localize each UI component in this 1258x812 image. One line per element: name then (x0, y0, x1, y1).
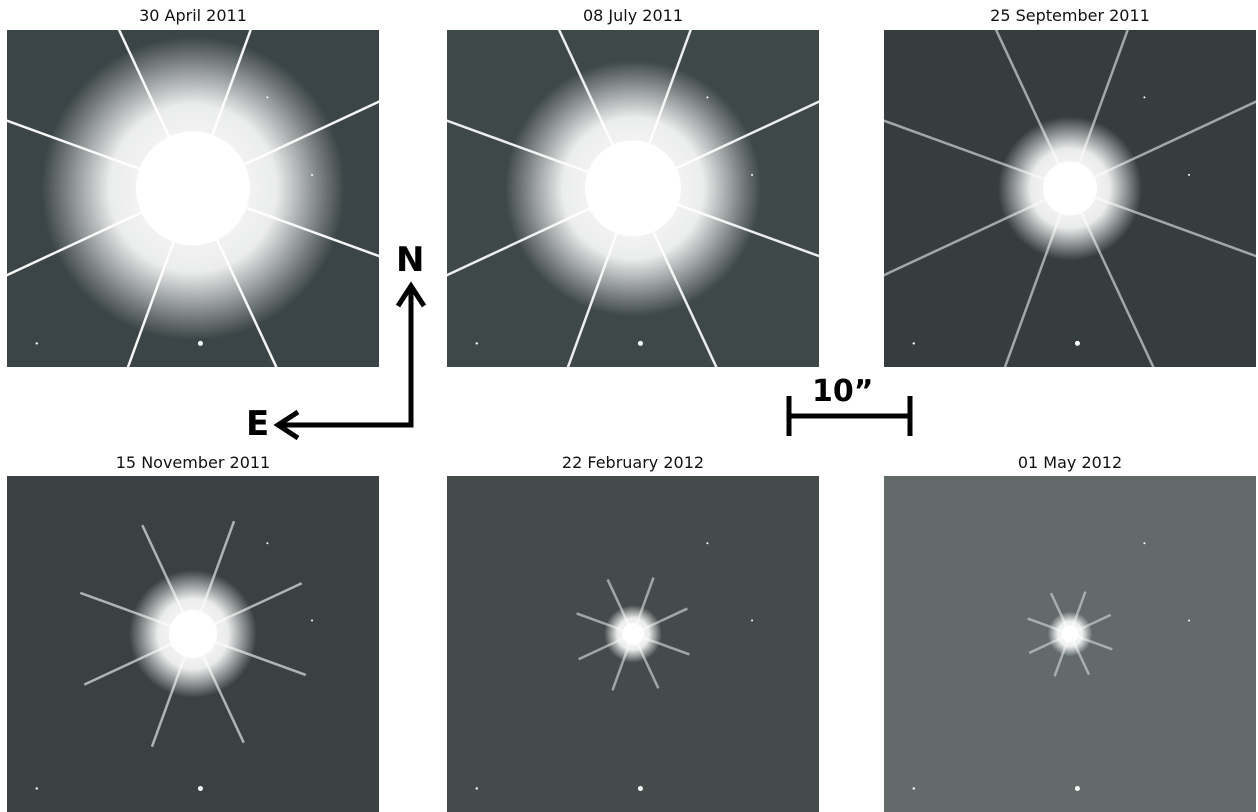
star-image (447, 30, 819, 367)
scale-bar-label: 10” (812, 374, 874, 409)
field-star (912, 342, 915, 345)
star-image-panel (447, 476, 819, 812)
field-star (475, 342, 478, 345)
compass-arrow-icon (273, 281, 427, 441)
star-image-panel (884, 30, 1256, 367)
star-core (1043, 161, 1097, 216)
field-star (475, 787, 478, 790)
field-star (751, 173, 754, 176)
star-image-panel (884, 476, 1256, 812)
field-star (706, 96, 709, 99)
star-core (1061, 625, 1079, 643)
star-image (884, 30, 1256, 367)
panel-date-label: 25 September 2011 (990, 6, 1150, 25)
field-star (637, 340, 643, 346)
star-core (136, 131, 250, 246)
field-star (197, 785, 203, 791)
panel-date-label: 08 July 2011 (582, 6, 684, 25)
field-star (751, 619, 754, 622)
panel-date-label: 01 May 2012 (1017, 453, 1123, 472)
compass-arrows (240, 240, 440, 450)
field-star (311, 173, 314, 176)
field-star (311, 619, 314, 622)
field-star (1143, 96, 1146, 99)
field-star (1074, 785, 1080, 791)
panel-date-label: 15 November 2011 (115, 453, 271, 472)
star-image-panel (447, 30, 819, 367)
star-core (585, 140, 681, 237)
field-star (1074, 340, 1080, 346)
field-star (35, 787, 38, 790)
star-image-panel (7, 476, 379, 812)
panel-date-label: 22 February 2012 (561, 453, 705, 472)
star-core (169, 609, 217, 658)
field-star (912, 787, 915, 790)
compass-east-label: E (246, 404, 270, 444)
field-star (1188, 619, 1191, 622)
field-star (1143, 542, 1146, 545)
star-image (35, 520, 314, 791)
field-star (266, 542, 269, 545)
field-star (197, 340, 203, 346)
field-star (637, 785, 643, 791)
panel-date-label: 30 April 2011 (139, 6, 247, 25)
compass-north-label: N (396, 240, 425, 280)
star-image (912, 542, 1191, 791)
field-star (266, 96, 269, 99)
field-star (35, 342, 38, 345)
field-star (706, 542, 709, 545)
star-core (622, 623, 644, 645)
star-image (7, 30, 379, 367)
star-image-panel (7, 30, 379, 367)
scale-bar (780, 378, 920, 438)
field-star (1188, 173, 1191, 176)
star-image (475, 542, 754, 791)
